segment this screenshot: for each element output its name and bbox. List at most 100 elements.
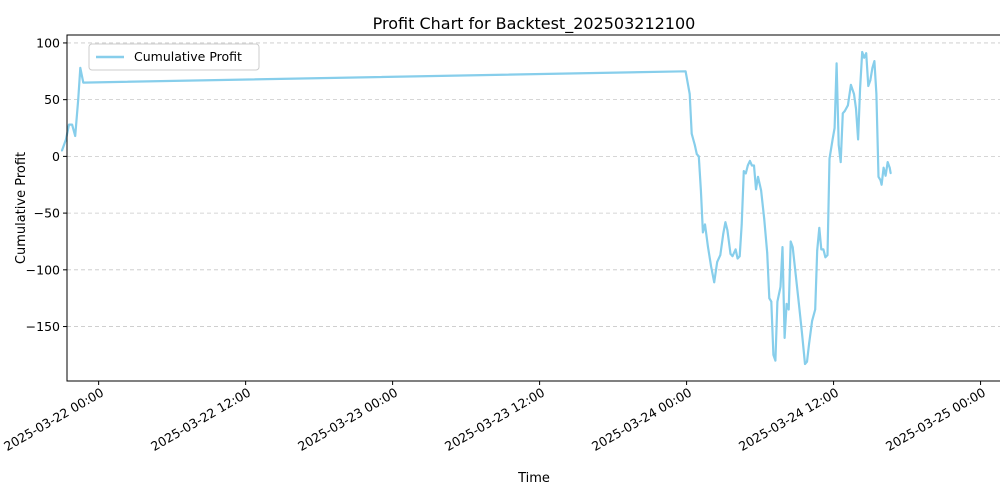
data-point	[789, 240, 792, 243]
data-point	[808, 342, 810, 345]
data-point	[726, 229, 729, 232]
y-tick-label: 100	[36, 35, 60, 50]
data-point	[736, 257, 739, 260]
data-point	[700, 189, 702, 192]
data-point	[61, 149, 63, 152]
data-point	[755, 188, 757, 191]
data-point	[744, 172, 747, 175]
x-tick-label: 2025-03-22 12:00	[148, 385, 253, 454]
data-point	[740, 223, 743, 226]
data-point	[794, 274, 797, 277]
data-point	[734, 248, 737, 251]
data-point	[770, 300, 773, 303]
legend-label: Cumulative Profit	[134, 49, 242, 64]
data-point	[888, 166, 891, 169]
series-line	[60, 50, 892, 366]
data-point	[74, 135, 77, 137]
chart-title: Profit Chart for Backtest_202503212100	[373, 14, 696, 34]
data-point	[863, 56, 866, 59]
data-point	[837, 144, 840, 146]
data-point	[77, 98, 80, 101]
data-point	[772, 354, 775, 356]
y-tick-label: −50	[34, 206, 60, 221]
data-point	[766, 251, 769, 254]
data-point	[818, 227, 821, 229]
data-point	[814, 308, 817, 311]
x-axis-label: Time	[517, 471, 550, 486]
data-point	[760, 189, 762, 192]
data-point	[742, 170, 745, 173]
data-point	[749, 160, 751, 162]
data-point	[751, 164, 753, 167]
data-point	[746, 164, 749, 167]
data-point	[850, 84, 852, 86]
data-point	[779, 285, 782, 288]
data-point	[880, 183, 883, 186]
data-point	[879, 179, 882, 182]
data-point	[695, 153, 698, 156]
x-tick-label: 2025-03-22 00:00	[1, 385, 106, 454]
data-point	[753, 164, 755, 167]
data-point	[822, 248, 825, 251]
data-point	[882, 166, 885, 169]
y-tick-label: −150	[26, 319, 60, 334]
data-point	[804, 363, 806, 365]
data-point	[869, 79, 872, 82]
data-point	[811, 320, 813, 322]
data-point	[690, 132, 693, 135]
data-point	[835, 62, 838, 65]
data-point	[867, 85, 870, 87]
y-tick-label: 50	[44, 92, 60, 107]
data-point	[776, 300, 779, 303]
data-point	[826, 254, 829, 256]
data-point	[801, 331, 803, 334]
x-tick-label: 2025-03-23 12:00	[442, 385, 547, 454]
data-point	[865, 52, 868, 55]
data-point	[828, 157, 831, 160]
x-tick-label: 2025-03-25 00:00	[883, 385, 988, 454]
data-point	[884, 174, 887, 177]
data-point	[781, 246, 784, 249]
data-point	[713, 281, 716, 284]
data-point	[719, 254, 722, 256]
data-point	[853, 93, 855, 95]
data-point	[707, 246, 709, 249]
data-point	[722, 232, 725, 235]
data-point	[768, 297, 771, 300]
x-tick-label: 2025-03-24 00:00	[589, 385, 694, 454]
data-point	[763, 217, 766, 220]
data-point	[877, 175, 880, 178]
data-point	[831, 138, 834, 141]
data-point	[774, 359, 777, 362]
data-point	[787, 308, 790, 311]
data-point	[798, 303, 800, 305]
y-axis-label: Cumulative Profit	[14, 152, 29, 264]
x-tick-label: 2025-03-23 00:00	[295, 385, 400, 454]
data-point	[783, 337, 786, 339]
data-point	[684, 70, 687, 73]
y-axis-ticks: 100 50 0 −50 −100 −150	[26, 35, 67, 334]
y-tick-label: −100	[26, 262, 60, 277]
data-point	[806, 360, 808, 363]
data-point	[785, 303, 788, 305]
x-axis-ticks: 2025-03-22 00:00 2025-03-22 12:00 2025-03-…	[1, 381, 988, 454]
data-point	[693, 144, 696, 146]
x-tick-label: 2025-03-24 12:00	[736, 385, 841, 454]
data-point	[704, 223, 706, 226]
data-point	[757, 175, 759, 178]
data-point	[68, 123, 70, 126]
data-point	[824, 256, 827, 259]
data-point	[871, 67, 874, 69]
data-point	[861, 51, 864, 53]
y-gridlines	[67, 42, 1000, 327]
data-point	[729, 253, 732, 255]
data-point	[833, 127, 836, 129]
data-point	[65, 138, 67, 141]
data-point	[697, 155, 700, 158]
data-point	[855, 107, 857, 110]
data-point	[702, 231, 704, 234]
data-point	[716, 261, 719, 263]
data-point	[816, 249, 819, 252]
data-point	[889, 172, 892, 175]
